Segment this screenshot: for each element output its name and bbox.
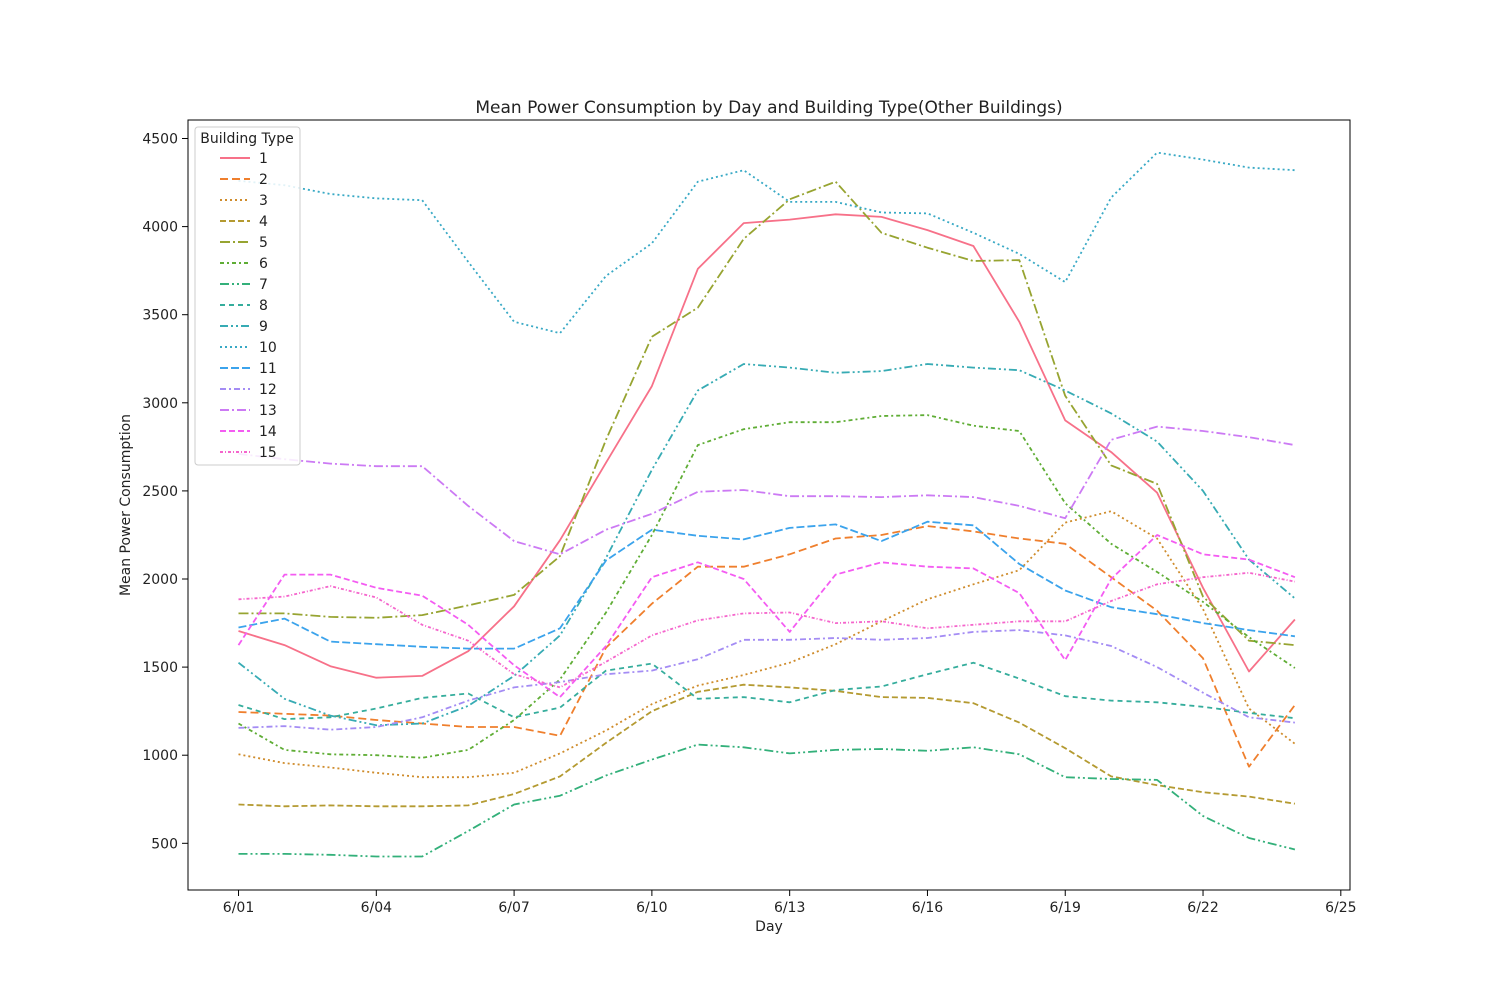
x-tick-label: 6/16	[912, 900, 944, 916]
x-tick-label: 6/01	[223, 900, 254, 916]
x-tick-label: 6/22	[1187, 900, 1218, 916]
x-tick-label: 6/13	[774, 900, 805, 916]
y-tick-label: 500	[151, 836, 178, 852]
y-tick-label: 3500	[142, 308, 178, 324]
plot-frame	[187, 119, 1351, 891]
y-tick-label: 4500	[142, 132, 178, 148]
legend-label-11: 11	[259, 361, 277, 377]
series-line-5	[238, 180, 1295, 646]
chart-title: Mean Power Consumption by Day and Buildi…	[475, 98, 1062, 118]
x-tick-label: 6/25	[1325, 900, 1356, 916]
legend-label-3: 3	[259, 193, 268, 209]
y-tick-label: 1500	[142, 660, 178, 676]
legend-label-9: 9	[259, 319, 268, 335]
series-lines	[237, 151, 1296, 858]
legend-label-5: 5	[259, 235, 268, 251]
series-line-1	[238, 213, 1296, 679]
legend-label-2: 2	[259, 172, 268, 188]
series-line-7	[238, 743, 1296, 858]
series-line-2	[238, 525, 1296, 768]
x-tick-label: 6/10	[636, 900, 667, 916]
legend-label-4: 4	[259, 214, 268, 230]
x-axis-title: Day	[755, 919, 783, 935]
series-line-9	[237, 363, 1296, 727]
legend-label-14: 14	[259, 424, 277, 440]
series-line-6	[238, 414, 1296, 759]
y-tick-label: 1000	[142, 748, 178, 764]
x-tick-label: 6/04	[361, 900, 393, 916]
series-line-11	[238, 520, 1296, 650]
series-line-10	[238, 151, 1295, 335]
series-line-12	[238, 629, 1296, 731]
series-line-4	[238, 683, 1296, 808]
legend-label-1: 1	[259, 151, 268, 167]
y-tick-label: 2000	[142, 572, 178, 588]
legend-label-10: 10	[259, 340, 277, 356]
legend-title: Building Type	[200, 131, 293, 147]
y-axis-title: Mean Power Consumption	[118, 414, 134, 596]
legend-label-6: 6	[259, 256, 268, 272]
legend-label-8: 8	[259, 298, 268, 314]
axes: 6/01 6/04 6/07 6/10 6/13 6/16 6/19 6/22 6/25 500 1…	[142, 132, 1356, 916]
legend-label-13: 13	[259, 403, 277, 419]
series-line-15	[238, 571, 1296, 689]
y-tick-label: 3000	[142, 396, 178, 412]
series-line-3	[238, 510, 1296, 779]
legend-label-15: 15	[259, 445, 277, 461]
legend-label-12: 12	[259, 382, 277, 398]
legend-label-7: 7	[259, 277, 268, 293]
y-tick-label: 2500	[142, 484, 178, 500]
series-line-13	[238, 425, 1296, 556]
y-tick-label: 4000	[142, 220, 178, 236]
series-line-8	[238, 661, 1296, 720]
x-tick-label: 6/19	[1050, 900, 1081, 916]
legend-box	[194, 126, 301, 466]
series-line-14	[237, 534, 1296, 698]
x-tick-label: 6/07	[498, 900, 529, 916]
